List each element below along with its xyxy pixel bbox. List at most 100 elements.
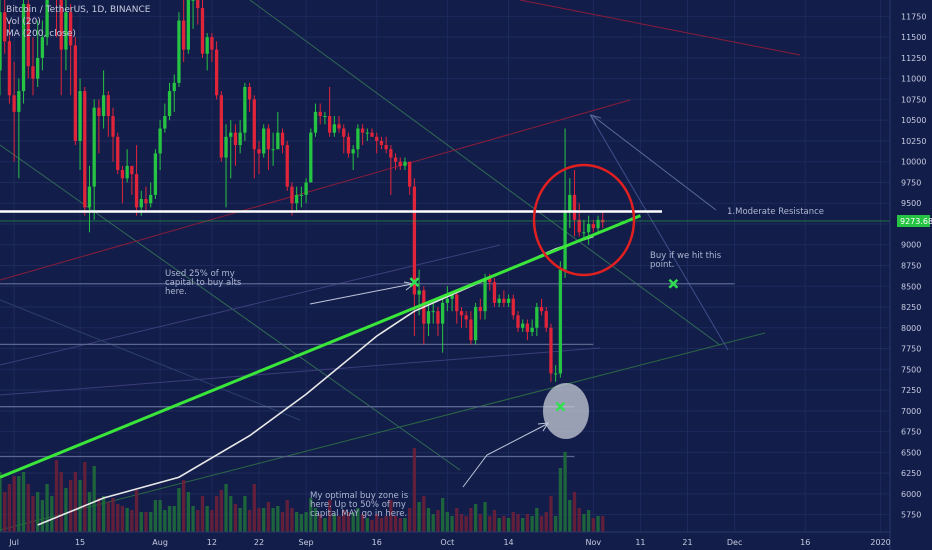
volume-bar [398, 518, 402, 532]
time-tick-label: Aug [152, 538, 168, 547]
volume-bar [271, 508, 275, 532]
candle-body [290, 186, 294, 204]
volume-bar [196, 510, 200, 532]
candle-body [229, 132, 233, 137]
candle-body [182, 20, 186, 50]
volume-bar [177, 488, 181, 532]
candle-body [233, 132, 238, 146]
volume-bar [125, 508, 129, 532]
volume-bar [59, 472, 63, 532]
arrow-used-capital [309, 283, 413, 305]
candle-body [417, 290, 421, 295]
candle-body [68, 12, 73, 46]
annotation-used-capital-2: capital to buy alts [165, 278, 242, 288]
volume-bar [591, 518, 595, 532]
candle-body [384, 145, 388, 150]
volume-bar [233, 504, 238, 532]
volume-bar [12, 476, 16, 532]
candle-body [511, 298, 515, 316]
candle-body [0, 12, 2, 71]
price-tick-label: 6750 [901, 428, 921, 437]
volume-bar [455, 508, 459, 532]
volume-bar [492, 510, 497, 532]
volume-bar [323, 518, 327, 532]
volume-bar [158, 500, 162, 532]
volume-bar [568, 500, 572, 532]
candle-body [426, 311, 431, 324]
candle-body [3, 12, 7, 42]
price-tag: 9273.68 [900, 217, 932, 226]
volume-bar [106, 502, 110, 532]
candle-body [582, 232, 586, 234]
candlesticks [0, 0, 605, 382]
candle-body [521, 323, 525, 328]
volume-bar [408, 508, 412, 532]
candle-body [502, 298, 506, 303]
candle-body [558, 269, 563, 374]
volume-bar [327, 500, 332, 532]
candle-body [313, 111, 318, 133]
price-tick-label: 9000 [901, 241, 921, 250]
volume-bar [582, 514, 586, 532]
time-axis[interactable]: Jul 15 Aug 12 22 Sep 16 Oct 14 Nov 11 21 Dec 16 2020 [0, 531, 891, 547]
time-tick-label: 16 [372, 538, 382, 547]
candle-body [40, 37, 45, 58]
price-tick-label: 7250 [901, 386, 921, 395]
candle-body [111, 116, 115, 137]
candle-body [572, 194, 577, 220]
candle-body [431, 311, 435, 313]
candle-body [488, 277, 492, 283]
time-tick-label: 11 [635, 538, 645, 547]
candle-body [393, 157, 398, 162]
volume-bar [50, 496, 54, 532]
candle-body [78, 91, 82, 141]
candle-body [26, 3, 30, 67]
volume-bar [516, 514, 520, 532]
volume-bar [535, 508, 539, 532]
volume-bar [295, 512, 299, 532]
price-tick-label: 6250 [901, 469, 921, 478]
candle-body [497, 298, 501, 303]
candle-body [116, 136, 120, 171]
candle-body [87, 186, 92, 208]
candle-body [158, 128, 162, 154]
annotation-buy-if-hit-1: Buy if we hit this [650, 251, 722, 261]
candle-body [318, 111, 322, 117]
volume-bar [266, 502, 271, 532]
candle-body [130, 165, 134, 175]
candle-body [539, 307, 544, 312]
volume-bar [276, 506, 280, 532]
candle-body [445, 298, 450, 303]
candle-body [375, 136, 379, 141]
volume-bar [64, 488, 68, 532]
volume-bar [111, 498, 115, 532]
volume-bar [229, 496, 233, 532]
arrow-optimal-zone [462, 423, 548, 488]
price-tag-box [897, 215, 930, 227]
background-drawings [0, 0, 801, 531]
volume-bar [182, 480, 186, 532]
volume-bar [370, 520, 374, 532]
candle-body [365, 132, 369, 134]
price-tick-label: 7000 [901, 407, 921, 416]
volume-bar [332, 514, 336, 532]
volume-bar [214, 496, 219, 532]
volume-bar [45, 484, 49, 532]
candle-body [186, 0, 191, 50]
candle-body [262, 128, 266, 154]
candle-body [247, 86, 252, 100]
annotation-used-capital-1: Used 25% of my [165, 269, 235, 279]
volume-bar [54, 460, 59, 532]
candle-body [177, 20, 181, 83]
price-axis[interactable]: 5750 6000 6250 6500 6750 7000 7250 7500 7750 8000… [889, 0, 932, 550]
candle-body [483, 277, 487, 312]
diagonal-line [0, 144, 461, 471]
volume-bar [511, 512, 515, 532]
candle-body [153, 153, 158, 195]
volume-bar [299, 514, 304, 532]
volume-bar [422, 496, 426, 532]
volume-bar [337, 516, 341, 532]
volume-bar [384, 516, 388, 532]
candle-body [398, 161, 402, 166]
